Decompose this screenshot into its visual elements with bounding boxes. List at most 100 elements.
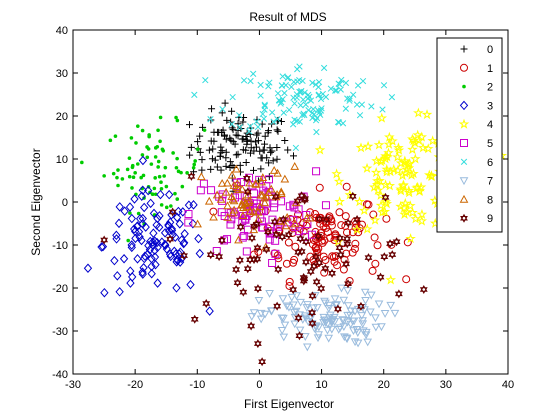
data-point-2 — [135, 124, 140, 128]
data-point-0 — [236, 161, 244, 169]
data-point-9 — [299, 276, 308, 286]
series-8 — [193, 162, 315, 251]
data-point-9 — [243, 187, 252, 197]
data-point-7 — [386, 301, 396, 310]
data-point-7 — [380, 310, 390, 318]
data-point-9 — [381, 192, 390, 202]
data-point-6 — [320, 64, 328, 72]
data-point-6 — [253, 118, 260, 125]
data-point-8 — [223, 178, 232, 187]
data-point-9 — [279, 214, 288, 224]
data-point-2 — [175, 156, 179, 161]
data-point-9 — [284, 230, 293, 240]
series-4 — [314, 107, 508, 285]
data-point-7 — [311, 323, 321, 332]
data-point-4 — [392, 164, 404, 176]
data-point-9 — [302, 237, 310, 247]
data-point-2 — [173, 191, 177, 196]
data-point-9 — [168, 207, 177, 217]
data-point-8 — [234, 235, 243, 244]
data-point-6 — [315, 78, 323, 86]
data-point-4 — [385, 274, 397, 285]
data-point-7 — [323, 320, 333, 329]
data-point-3 — [175, 219, 184, 229]
series-0 — [185, 99, 297, 195]
chart-title: Result of MDS — [249, 10, 326, 24]
data-point-1 — [289, 258, 298, 267]
data-point-9 — [315, 258, 324, 268]
data-point-8 — [280, 174, 290, 183]
data-point-9 — [335, 233, 344, 243]
data-point-4 — [407, 144, 418, 155]
data-point-6 — [274, 90, 282, 97]
data-point-7 — [343, 318, 352, 327]
data-point-4 — [384, 180, 396, 191]
data-point-7 — [377, 323, 386, 332]
data-point-2 — [139, 175, 143, 180]
data-point-2 — [108, 138, 113, 143]
data-point-6 — [299, 111, 306, 119]
data-point-3 — [164, 221, 173, 231]
data-point-3 — [184, 200, 194, 210]
data-point-9 — [264, 227, 272, 237]
data-point-2 — [171, 151, 175, 155]
data-point-6 — [342, 79, 350, 87]
data-point-2 — [140, 153, 145, 157]
data-point-9 — [289, 285, 298, 295]
legend-box — [436, 37, 503, 233]
data-point-6 — [250, 70, 257, 77]
data-point-3 — [171, 232, 180, 242]
data-point-3 — [153, 278, 162, 288]
data-point-8 — [229, 205, 239, 214]
data-point-3 — [140, 251, 150, 261]
data-point-9 — [187, 171, 196, 181]
data-point-9 — [348, 191, 357, 201]
data-point-4 — [361, 162, 373, 173]
data-point-8 — [204, 196, 214, 205]
data-point-6 — [286, 106, 293, 114]
data-point-3 — [173, 255, 182, 266]
data-point-4 — [397, 170, 408, 181]
data-point-9 — [336, 250, 345, 260]
data-point-6 — [279, 96, 286, 103]
data-point-0 — [228, 124, 236, 132]
data-point-8 — [258, 173, 268, 182]
data-point-4 — [412, 129, 423, 140]
data-point-8 — [245, 196, 254, 205]
data-point-8 — [261, 242, 271, 251]
data-point-0 — [223, 116, 231, 124]
data-point-7 — [343, 311, 352, 320]
data-point-2 — [115, 175, 119, 180]
data-point-0 — [234, 150, 242, 158]
data-point-3 — [113, 271, 122, 281]
data-point-3 — [110, 255, 119, 266]
data-point-9 — [317, 283, 326, 293]
data-point-2 — [174, 115, 178, 120]
data-point-7 — [348, 317, 357, 326]
data-point-0 — [208, 155, 216, 163]
data-point-7 — [332, 301, 342, 310]
data-point-9 — [419, 284, 428, 295]
data-point-9 — [272, 229, 281, 239]
x-tick-label: 10 — [315, 379, 327, 391]
data-point-8 — [245, 178, 254, 187]
data-point-7 — [249, 309, 259, 318]
data-point-8 — [229, 196, 239, 205]
data-point-6 — [315, 83, 322, 91]
data-point-0 — [265, 159, 273, 167]
legend-marker-8 — [459, 194, 469, 203]
data-point-9 — [344, 218, 353, 228]
y-tick-label: 10 — [56, 154, 68, 166]
data-point-9 — [252, 219, 261, 229]
data-point-2 — [102, 174, 106, 178]
data-point-0 — [273, 126, 281, 134]
data-point-9 — [312, 277, 321, 287]
data-point-3 — [138, 213, 147, 224]
data-point-5 — [265, 235, 274, 244]
data-point-3 — [161, 240, 170, 251]
data-point-6 — [298, 87, 305, 95]
data-point-3 — [172, 212, 182, 223]
data-point-8 — [257, 190, 267, 199]
data-point-6 — [379, 106, 386, 113]
data-point-8 — [196, 172, 206, 181]
